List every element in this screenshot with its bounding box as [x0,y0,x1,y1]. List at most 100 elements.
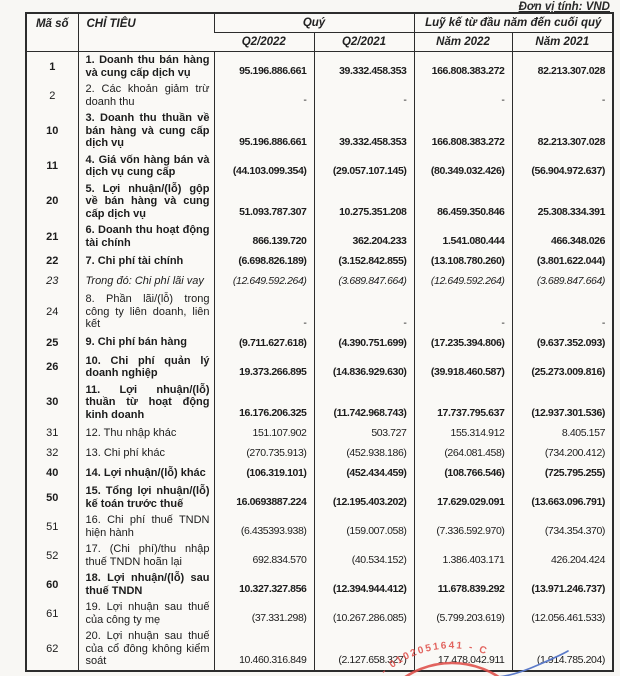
row-value: (4.390.751.699) [313,332,414,353]
row-value: 1.386.403.171 [413,541,512,570]
table-row: 31 12. Thu nhập khác 151.107.902 503.727… [26,423,614,443]
table-row: 22 7. Chi phí tài chính (6.698.826.189) … [26,251,614,271]
header-col-nam-2022: Năm 2022 [413,32,512,52]
row-value: 10.275.351.208 [313,180,414,222]
row-code: 50 [46,491,59,504]
row-code: 30 [46,396,59,409]
row-label: 9. Chi phí bán hàng [77,332,214,353]
header-col-nam-2021: Năm 2021 [511,32,614,52]
row-value: (13.663.096.791) [511,483,614,512]
table-row: 2 2. Các khoản giảm trừ doanh thu - - - … [26,81,614,110]
row-code: 52 [46,549,59,562]
row-value: - [413,81,512,110]
row-value: 95.196.886.661 [213,51,314,81]
row-value: 16.0693887.224 [213,483,314,512]
row-code: 2 [49,89,56,102]
row-label: 5. Lợi nhuận/(lỗ) gộp về bán hàng và cun… [77,180,214,222]
row-value: (29.057.107.145) [313,151,414,181]
table-row: 62 20. Lợi nhuận sau thuế của cổ đông kh… [26,628,614,671]
table-row: 40 14. Lợi nhuận/(lỗ) khác (106.319.101)… [26,463,614,483]
row-value: 25.308.334.391 [511,180,614,222]
row-value: 1.541.080.444 [413,222,512,251]
row-value: (3.689.847.664) [511,271,614,291]
row-code: 32 [46,447,59,459]
table-row: 23 Trong đó: Chi phí lãi vay (12.649.592… [26,271,614,291]
row-value: (12.937.301.536) [511,381,614,423]
row-value: (13.971.246.737) [511,570,614,599]
row-label: 14. Lợi nhuận/(lỗ) khác [77,463,214,483]
row-code: 10 [46,124,59,137]
row-label: Trong đó: Chi phí lãi vay [77,271,214,291]
row-label: 19. Lợi nhuận sau thuế của công ty mẹ [77,599,214,628]
header-col-q2-2022: Q2/2022 [214,32,314,52]
row-value: 17.737.795.637 [413,381,512,423]
row-code: 11 [46,160,59,172]
header-group-ytd: Luỹ kế từ đầu năm đến cuối quý [413,13,614,33]
row-label: 18. Lợi nhuận/(lỗ) sau thuế TNDN [77,570,214,599]
row-value: 86.459.350.846 [413,180,512,222]
row-value: 95.196.886.661 [213,110,314,152]
row-value: (106.319.101) [213,463,314,483]
row-value: (6.435393.938) [213,512,314,541]
row-value: (3.801.622.044) [511,251,614,271]
table-row: 51 16. Chi phí thuế TNDN hiện hành (6.43… [26,512,614,541]
row-value: (9.711.627.618) [213,332,314,353]
row-value: (12.195.403.202) [313,483,414,512]
row-value: (270.735.913) [213,443,314,463]
row-value: (9.637.352.093) [511,332,614,353]
row-value: 17.478.042.911 [413,628,512,671]
table-row: 10 3. Doanh thu thuần về bán hàng và cun… [26,110,614,152]
row-value: - [313,291,414,333]
row-value: - [511,291,614,333]
row-code: 51 [46,520,59,533]
row-label: 13. Chi phí khác [77,443,214,463]
row-value: 19.373.266.895 [213,352,314,382]
row-code: 24 [46,305,59,318]
row-label: 1. Doanh thu bán hàng và cung cấp dịch v… [77,51,214,81]
row-value: - [413,291,512,333]
row-value: (40.534.152) [313,541,414,570]
row-value: (734.200.412) [511,443,614,463]
row-value: (12.649.592.264) [413,271,512,291]
row-code: 22 [46,255,59,267]
row-value: (12.056.461.533) [511,599,614,628]
row-value: 10.460.316.849 [213,628,314,671]
row-value: 166.808.383.272 [413,51,512,81]
row-value: 39.332.458.353 [313,110,414,152]
table-row: 25 9. Chi phí bán hàng (9.711.627.618) (… [26,332,614,353]
row-value: 151.107.902 [213,423,314,443]
row-value: (25.273.009.816) [511,352,614,382]
row-value: (12.394.944.412) [313,570,414,599]
table-row: 20 5. Lợi nhuận/(lỗ) gộp về bán hàng và … [26,180,614,222]
row-value: 16.176.206.325 [213,381,314,423]
table-row: 1 1. Doanh thu bán hàng và cung cấp dịch… [26,51,614,81]
row-value: 692.834.570 [213,541,314,570]
table-row: 21 6. Doanh thu hoạt động tài chính 866.… [26,222,614,251]
row-value: (12.649.592.264) [213,271,314,291]
table-row: 32 13. Chi phí khác (270.735.913) (452.9… [26,443,614,463]
row-value: (7.336.592.970) [413,512,512,541]
row-value: (3.152.842.855) [313,251,414,271]
row-label: 16. Chi phí thuế TNDN hiện hành [77,512,214,541]
row-value: 166.808.383.272 [413,110,512,152]
row-label: 6. Doanh thu hoạt động tài chính [77,222,214,251]
row-label: 17. (Chi phí)/thu nhập thuế TNDN hoãn lạ… [77,541,214,570]
row-label: 3. Doanh thu thuần về bán hàng và cung c… [77,110,214,152]
row-value: 866.139.720 [213,222,314,251]
row-value: (159.007.058) [313,512,414,541]
row-label: 2. Các khoản giảm trừ doanh thu [77,81,214,110]
header-col-q2-2021: Q2/2021 [313,32,414,52]
row-label: 4. Giá vốn hàng bán và dịch vụ cung cấp [77,151,214,181]
row-value: 10.327.327.856 [213,570,314,599]
row-value: (80.349.032.426) [413,151,512,181]
row-value: - [213,291,314,333]
row-code: 31 [46,427,59,439]
row-label: 10. Chi phí quản lý doanh nghiệp [77,352,214,382]
row-value: (17.235.394.806) [413,332,512,353]
row-value: (56.904.972.637) [511,151,614,181]
row-value: (13.108.780.260) [413,251,512,271]
row-value: (452.938.186) [313,443,414,463]
row-value: 155.314.912 [413,423,512,443]
row-value: (39.918.460.587) [413,352,512,382]
table-row: 11 4. Giá vốn hàng bán và dịch vụ cung c… [26,151,614,181]
